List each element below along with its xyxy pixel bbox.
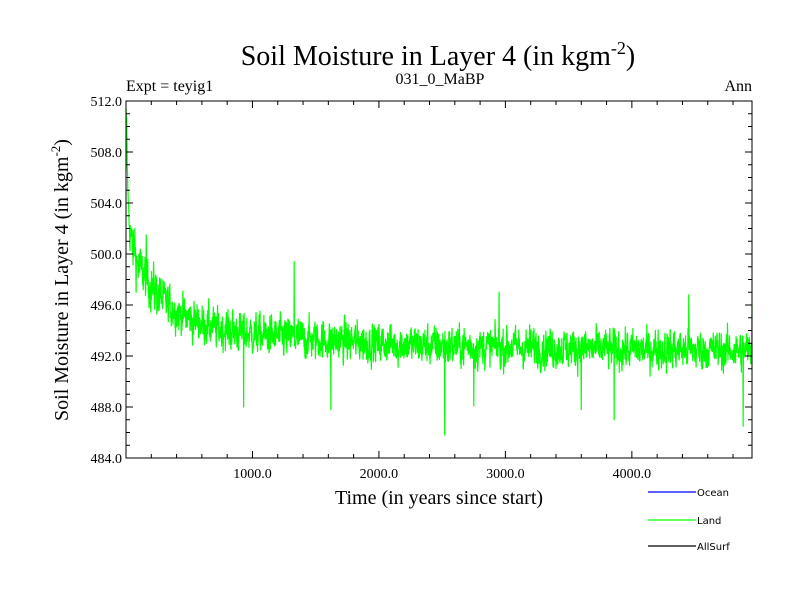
x-tick-label: 1000.0 <box>233 467 272 482</box>
legend-label-land: Land <box>697 516 721 527</box>
plot-frame <box>125 100 753 459</box>
data-layer <box>125 108 753 436</box>
chart-title-superscript: -2 <box>611 38 626 58</box>
y-tick-label: 508.0 <box>91 146 123 161</box>
y-tick-label: 500.0 <box>91 248 123 263</box>
y-tick-label: 484.0 <box>91 452 123 467</box>
subtitle-period: 031_0_MaBP <box>396 71 485 88</box>
y-tick-label: 512.0 <box>91 95 123 110</box>
chart-title-close: ) <box>626 41 635 72</box>
y-tick-label: 492.0 <box>91 350 123 365</box>
y-axis-label-close: ) <box>51 139 73 146</box>
x-axis-label: Time (in years since start) <box>335 487 543 509</box>
x-tick-label: 4000.0 <box>613 467 652 482</box>
series-line-land <box>125 108 753 436</box>
y-tick-label: 496.0 <box>91 299 123 314</box>
legend-label-allsurf: AllSurf <box>697 542 730 553</box>
x-tick-label: 3000.0 <box>486 467 525 482</box>
legend-label-ocean: Ocean <box>697 488 729 499</box>
y-axis-label-superscript: -2 <box>48 146 63 157</box>
y-tick-label: 504.0 <box>91 197 123 212</box>
axes-layer: 484.0 488.0 492.0 496.0 500.0 504.0 508.0 512.0… <box>91 95 752 482</box>
subtitle-experiment: Expt = teyig1 <box>126 78 213 95</box>
y-tick-label: 488.0 <box>91 401 123 416</box>
y-axis-label: Soil Moisture in Layer 4 (in kgm-2) <box>48 139 73 421</box>
x-tick-label: 2000.0 <box>360 467 399 482</box>
subtitle-season: Ann <box>724 78 752 95</box>
legend: Ocean Land AllSurf <box>648 488 730 553</box>
chart-title: Soil Moisture in Layer 4 (in kgm-2) <box>241 38 636 72</box>
